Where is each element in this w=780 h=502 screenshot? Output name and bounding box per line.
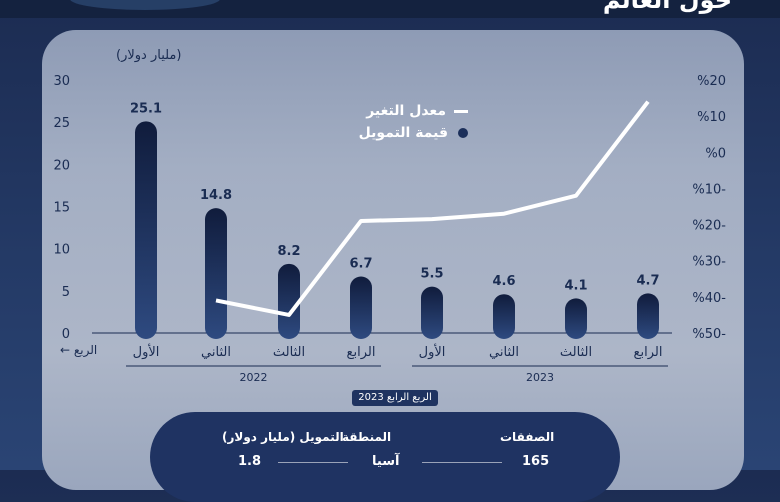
funding-bar — [205, 208, 227, 339]
legend-item-bar: قيمة التمويل — [318, 122, 468, 144]
deals-header: الصفقات — [500, 430, 555, 444]
left-axis-tick-label: 15 — [53, 201, 70, 216]
legend: معدل التغير قيمة التمويل — [318, 100, 468, 144]
funding-bar — [637, 293, 659, 339]
category-label: الأول — [133, 343, 160, 360]
left-axis-tick-label: 0 — [62, 327, 70, 342]
y-axis-unit: (مليار دولار) — [116, 48, 182, 63]
funding-header: التمويل (مليار دولار) — [222, 430, 344, 444]
legend-line-label: معدل التغير — [366, 103, 446, 119]
bar-value-label: 25.1 — [130, 101, 162, 116]
change-rate-line — [215, 100, 650, 317]
line-swatch-icon — [454, 109, 468, 113]
category-label: الثالث — [273, 345, 305, 360]
right-axis-tick-label: %20 — [697, 74, 726, 89]
region-value: آسيا — [372, 454, 400, 469]
header-decoration — [70, 0, 220, 10]
funding-bar — [278, 263, 300, 339]
right-axis-tick-label: %40- — [692, 291, 726, 306]
category-label: الثاني — [489, 345, 519, 360]
bar-value-label: 4.1 — [564, 278, 587, 293]
legend-item-line: معدل التغير — [318, 100, 468, 122]
funding-bar — [350, 276, 372, 339]
right-axis-tick-label: %20- — [692, 219, 726, 234]
separator-line — [278, 462, 348, 463]
bar-value-label: 14.8 — [200, 188, 232, 203]
bar-value-labels: 25.1 14.8 8.2 6.7 5.5 4.6 4.1 4.7 — [130, 101, 660, 293]
category-label: الأول — [419, 343, 446, 360]
year-groups: 2022 2023 — [126, 365, 668, 384]
category-labels: الأول الثاني الثالث الرابع الأول الثاني الثالث… — [133, 343, 663, 360]
funding-value: 1.8 — [238, 454, 262, 469]
right-axis-tick-label: %30- — [692, 255, 726, 270]
bar-value-label: 6.7 — [349, 256, 372, 271]
period-badge: الربع الرابع 2023 — [352, 390, 438, 406]
year-group-label: 2022 — [240, 371, 268, 384]
dot-swatch-icon — [458, 128, 468, 138]
right-axis-tick-label: %10- — [692, 182, 726, 197]
left-axis-tick-label: 20 — [53, 158, 70, 173]
right-axis-tick-label: %0 — [705, 146, 726, 161]
bar-value-label: 5.5 — [420, 267, 443, 282]
funding-bar — [565, 298, 587, 339]
summary-card: الصفقات المنطقة التمويل (مليار دولار) 16… — [150, 412, 620, 502]
deals-value: 165 — [522, 454, 550, 469]
page-title: حول العالم — [602, 0, 732, 14]
bar-value-label: 8.2 — [277, 244, 300, 259]
right-axis-ticks: %50- %40- %30- %20- %10- %0 %10 %20 — [692, 74, 726, 342]
bar-value-label: 4.7 — [636, 273, 659, 288]
funding-bar — [493, 294, 515, 339]
category-label: الثالث — [560, 345, 592, 360]
left-axis-ticks: 0 5 10 15 20 25 30 — [53, 74, 70, 342]
legend-bar-label: قيمة التمويل — [358, 125, 448, 141]
left-axis-tick-label: 30 — [53, 74, 70, 89]
category-label: الثاني — [201, 345, 231, 360]
year-group-label: 2023 — [526, 371, 554, 384]
separator-line — [422, 462, 502, 463]
quarter-axis-caption: الربع ← — [60, 343, 98, 357]
category-label: الرابع — [634, 345, 663, 360]
bar-value-label: 4.6 — [492, 274, 515, 289]
right-axis-tick-label: %50- — [692, 327, 726, 342]
right-axis-tick-label: %10 — [697, 110, 726, 125]
left-axis-tick-label: 25 — [53, 116, 70, 131]
category-label: الرابع — [347, 345, 376, 360]
funding-chart: 0 5 10 15 20 25 30 %50- %40- %30- %20- %10- %0 %10 %2… — [53, 74, 726, 384]
left-axis-tick-label: 10 — [53, 243, 70, 258]
region-header: المنطقة — [342, 430, 392, 444]
bar-series — [135, 121, 659, 339]
left-axis-tick-label: 5 — [62, 285, 70, 300]
funding-bar — [421, 286, 443, 339]
funding-bar — [135, 121, 157, 339]
